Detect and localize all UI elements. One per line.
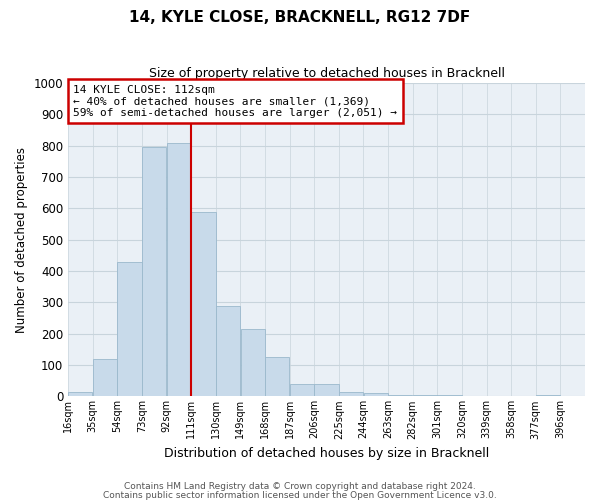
Bar bbox=[216, 306, 240, 396]
X-axis label: Distribution of detached houses by size in Bracknell: Distribution of detached houses by size … bbox=[164, 447, 489, 460]
Bar bbox=[118, 262, 142, 396]
Bar bbox=[388, 395, 412, 396]
Title: Size of property relative to detached houses in Bracknell: Size of property relative to detached ho… bbox=[149, 68, 505, 80]
Bar bbox=[191, 212, 215, 396]
Text: 14 KYLE CLOSE: 112sqm
← 40% of detached houses are smaller (1,369)
59% of semi-d: 14 KYLE CLOSE: 112sqm ← 40% of detached … bbox=[73, 84, 397, 118]
Text: 14, KYLE CLOSE, BRACKNELL, RG12 7DF: 14, KYLE CLOSE, BRACKNELL, RG12 7DF bbox=[130, 10, 470, 25]
Y-axis label: Number of detached properties: Number of detached properties bbox=[15, 146, 28, 332]
Bar bbox=[339, 392, 363, 396]
Bar bbox=[413, 395, 437, 396]
Text: Contains HM Land Registry data © Crown copyright and database right 2024.: Contains HM Land Registry data © Crown c… bbox=[124, 482, 476, 491]
Text: Contains public sector information licensed under the Open Government Licence v3: Contains public sector information licen… bbox=[103, 490, 497, 500]
Bar bbox=[142, 148, 166, 396]
Bar bbox=[314, 384, 338, 396]
Bar bbox=[68, 392, 92, 396]
Bar bbox=[364, 394, 388, 396]
Bar bbox=[265, 357, 289, 397]
Bar bbox=[290, 384, 314, 396]
Bar bbox=[167, 142, 191, 396]
Bar bbox=[93, 359, 117, 397]
Bar bbox=[536, 395, 560, 396]
Bar bbox=[437, 395, 462, 396]
Bar bbox=[241, 329, 265, 396]
